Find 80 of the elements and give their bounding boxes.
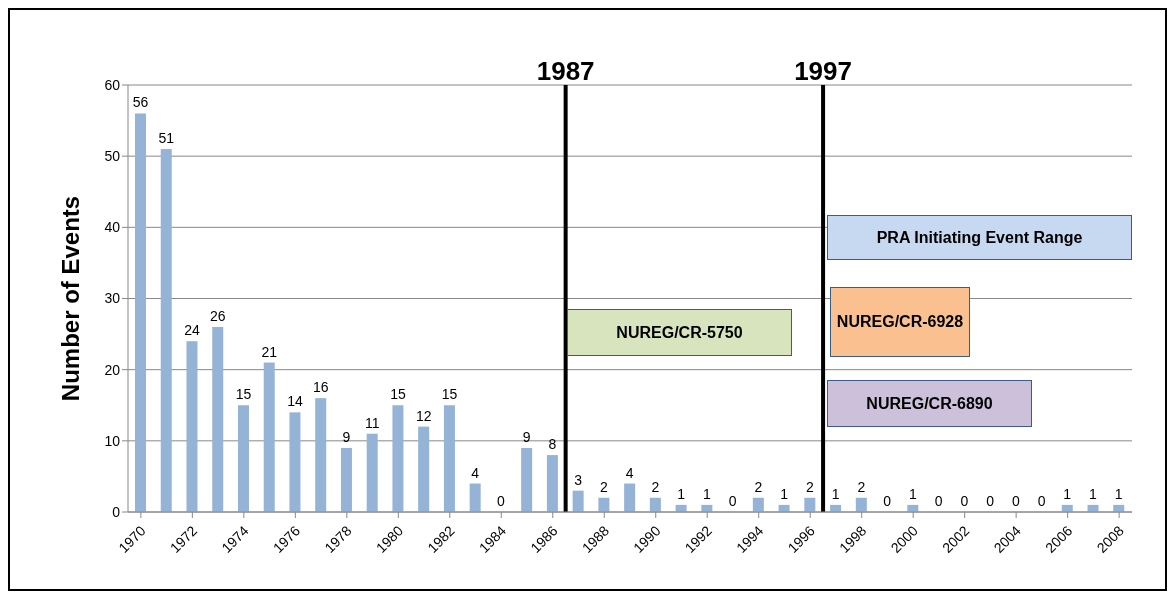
data-label: 2 <box>599 478 608 495</box>
bar <box>546 455 558 512</box>
bar <box>418 426 430 512</box>
annotation: PRA Initiating Event Range <box>876 228 1083 247</box>
data-label: 1 <box>908 485 917 502</box>
bar <box>263 362 275 512</box>
y-axis-title: Number of Events <box>56 195 84 402</box>
data-label: 0 <box>934 493 943 509</box>
bar <box>804 497 816 512</box>
y-tick-label: 40 <box>104 219 121 236</box>
data-label: 1 <box>780 485 789 502</box>
bar <box>289 412 301 512</box>
data-label: 2 <box>857 478 866 495</box>
bar <box>160 149 172 512</box>
data-label: 51 <box>158 130 175 147</box>
data-label: 4 <box>625 464 634 481</box>
y-tick-label: 60 <box>104 76 121 93</box>
data-label: 8 <box>548 436 557 453</box>
data-label: 0 <box>497 493 506 509</box>
bar <box>392 405 404 512</box>
data-label: 2 <box>651 478 660 495</box>
data-label: 4 <box>471 464 480 481</box>
y-tick-label: 50 <box>104 148 121 165</box>
bar <box>443 405 455 512</box>
data-label: 1 <box>831 485 840 502</box>
data-label: 15 <box>390 386 406 403</box>
annotation: NUREG/CR-5750 <box>616 323 743 342</box>
data-label: 14 <box>287 393 303 410</box>
bar <box>521 447 533 512</box>
data-label: 2 <box>805 478 814 495</box>
data-label: 24 <box>184 322 200 339</box>
data-label: 9 <box>342 428 351 445</box>
data-label: 1 <box>1089 485 1098 502</box>
annotation: NUREG/CR-6928 <box>836 313 964 331</box>
bar <box>366 433 378 512</box>
data-label: 15 <box>235 386 252 403</box>
annotation: NUREG/CR-6890 <box>866 394 993 413</box>
ref-line-label: 1997 <box>794 56 852 86</box>
data-label: 3 <box>574 471 583 488</box>
data-label: 21 <box>261 343 278 360</box>
data-label: 16 <box>312 379 329 396</box>
bar <box>469 483 481 512</box>
data-label: 1 <box>702 485 711 502</box>
y-tick-label: 0 <box>112 503 121 520</box>
bar <box>315 398 327 512</box>
data-label: 0 <box>986 493 995 509</box>
data-label: 11 <box>364 414 380 431</box>
data-label: 1 <box>1063 485 1072 502</box>
data-label: 0 <box>728 493 737 509</box>
bar <box>340 447 352 512</box>
bar <box>572 490 584 512</box>
data-label: 0 <box>1011 493 1020 509</box>
data-label: 15 <box>441 386 458 403</box>
bar <box>649 497 661 512</box>
ref-line-label: 1987 <box>536 56 595 86</box>
data-label: 56 <box>132 94 149 111</box>
data-label: 0 <box>960 493 969 509</box>
label-box: PRA Initiating Event Range <box>827 215 1132 260</box>
label-box: NUREG/CR-6890 <box>827 380 1032 427</box>
data-label: 0 <box>883 493 892 509</box>
data-label: 9 <box>522 428 531 445</box>
data-label: 12 <box>415 407 432 424</box>
data-label: 1 <box>677 485 686 502</box>
bar <box>752 497 764 512</box>
bar <box>855 497 867 512</box>
bar <box>186 341 198 512</box>
y-tick-label: 30 <box>104 290 121 307</box>
bar <box>237 405 249 512</box>
bar <box>598 497 610 512</box>
data-label: 2 <box>754 478 763 495</box>
bar <box>135 113 146 512</box>
bar <box>212 326 224 512</box>
label-box: NUREG/CR-6928 <box>830 287 970 357</box>
data-label: 26 <box>209 307 226 324</box>
label-box: NUREG/CR-5750 <box>567 309 792 356</box>
y-tick-label: 10 <box>104 432 121 449</box>
y-tick-label: 20 <box>104 361 121 378</box>
data-label: 1 <box>1114 485 1123 502</box>
bar <box>624 483 636 512</box>
data-label: 0 <box>1037 493 1046 509</box>
